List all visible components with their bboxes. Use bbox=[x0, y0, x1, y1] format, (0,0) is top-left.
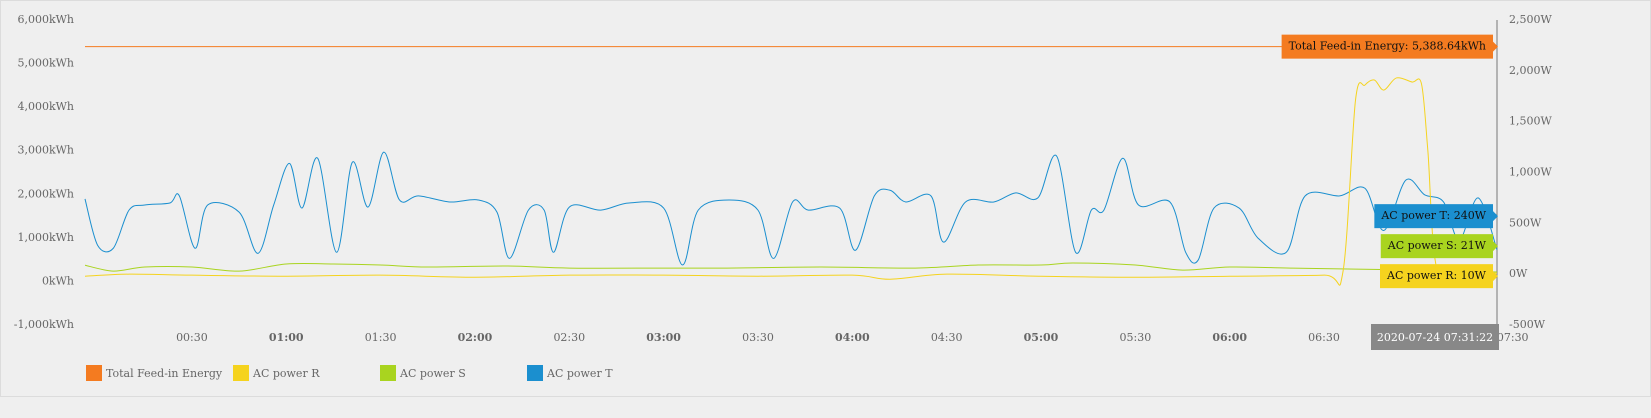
legend-swatch bbox=[86, 365, 102, 381]
y2-tick-label: -500W bbox=[1509, 318, 1546, 331]
cursor: 2020-07-24 07:31:22 bbox=[1371, 324, 1499, 350]
legend-label: AC power T bbox=[546, 367, 613, 380]
x-tick-label: 06:00 bbox=[1212, 331, 1247, 344]
cursor-box bbox=[1371, 324, 1499, 350]
legend-swatch bbox=[527, 365, 543, 381]
x-tick-label: 01:30 bbox=[365, 331, 397, 344]
y-tick-label: 0kWh bbox=[42, 274, 74, 287]
y2-tick-label: 0W bbox=[1509, 267, 1528, 280]
legend-label: AC power S bbox=[399, 367, 466, 380]
x-tick-label: 01:00 bbox=[269, 331, 304, 344]
value-label-box bbox=[1281, 34, 1493, 59]
y2-tick-label: 2,000W bbox=[1509, 64, 1552, 77]
x-tick-label: 00:30 bbox=[176, 331, 208, 344]
x-tick-label: 02:00 bbox=[458, 331, 493, 344]
series-line bbox=[84, 151, 1498, 266]
x-tick-label: 04:30 bbox=[931, 331, 963, 344]
value-label-arrow bbox=[1493, 271, 1498, 282]
y2-tick-label: 2,500W bbox=[1509, 13, 1552, 26]
y2-tick-label: 500W bbox=[1509, 216, 1542, 229]
x-tick-label: 05:30 bbox=[1120, 331, 1152, 344]
series-line bbox=[84, 77, 1498, 286]
value-label-group: Total Feed-in Energy: 5,388.64kWh bbox=[1281, 34, 1498, 59]
y-tick-label: 1,000kWh bbox=[17, 231, 74, 244]
value-label: AC power R: 10W bbox=[1386, 269, 1487, 282]
value-label-group: AC power T: 240W bbox=[1374, 204, 1498, 229]
value-label-box bbox=[1380, 264, 1493, 289]
legend-label: Total Feed-in Energy bbox=[106, 367, 223, 380]
legend-swatch bbox=[380, 365, 396, 381]
value-label-box bbox=[1380, 234, 1493, 259]
y-tick-label: 4,000kWh bbox=[17, 100, 74, 113]
value-label-arrow bbox=[1493, 41, 1498, 52]
y2-tick-label: 1,000W bbox=[1509, 166, 1552, 179]
x-tick-label: 05:00 bbox=[1024, 331, 1059, 344]
value-label-arrow bbox=[1493, 211, 1498, 222]
x-tick-label: 06:30 bbox=[1308, 331, 1340, 344]
y-tick-label: -1,000kWh bbox=[14, 318, 74, 331]
x-tick-label: 03:00 bbox=[646, 331, 681, 344]
legend-swatch bbox=[233, 365, 249, 381]
value-label-box bbox=[1374, 204, 1493, 229]
value-label: AC power T: 240W bbox=[1380, 209, 1486, 222]
y2-tick-label: 1,500W bbox=[1509, 115, 1552, 128]
value-label-arrow bbox=[1493, 241, 1498, 252]
legend-label: AC power R bbox=[252, 367, 320, 380]
series-line bbox=[84, 262, 1498, 273]
x-tick-label: 04:00 bbox=[835, 331, 870, 344]
x-tick-label: 03:30 bbox=[742, 331, 774, 344]
value-label: AC power S: 21W bbox=[1387, 239, 1487, 252]
cursor-label: 2020-07-24 07:31:22 bbox=[1377, 331, 1493, 344]
value-label: Total Feed-in Energy: 5,388.64kWh bbox=[1289, 40, 1486, 53]
y-tick-label: 2,000kWh bbox=[17, 187, 74, 200]
x-tick-label: 07:30 bbox=[1497, 331, 1529, 344]
value-label-group: AC power S: 21W bbox=[1380, 234, 1498, 259]
y-tick-label: 3,000kWh bbox=[17, 144, 74, 157]
y-tick-label: 6,000kWh bbox=[17, 13, 74, 26]
value-label-group: AC power R: 10W bbox=[1380, 264, 1498, 289]
x-tick-label: 02:30 bbox=[553, 331, 585, 344]
y-tick-label: 5,000kWh bbox=[17, 57, 74, 70]
